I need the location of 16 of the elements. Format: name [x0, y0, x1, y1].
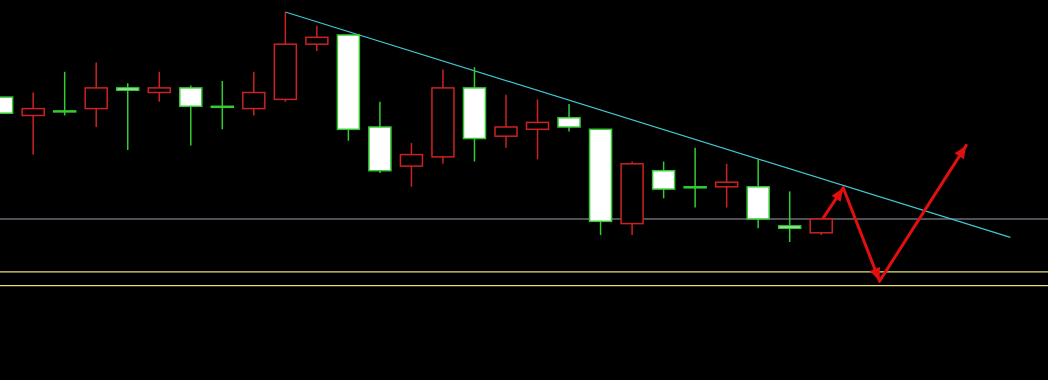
candlestick — [777, 190, 802, 243]
candlestick — [714, 163, 739, 209]
candlestick — [21, 91, 45, 156]
candlestick — [52, 71, 77, 117]
candlestick — [84, 61, 108, 128]
candlestick — [115, 82, 140, 151]
candlestick — [305, 25, 329, 52]
candlestick — [179, 84, 203, 147]
candlestick — [494, 94, 518, 149]
candlestick — [557, 103, 581, 133]
candlestick — [525, 98, 550, 160]
candlestick — [242, 71, 266, 117]
candlestick — [147, 71, 171, 103]
candlestick — [399, 142, 424, 188]
candlestick — [651, 160, 676, 200]
candlestick — [683, 146, 707, 209]
